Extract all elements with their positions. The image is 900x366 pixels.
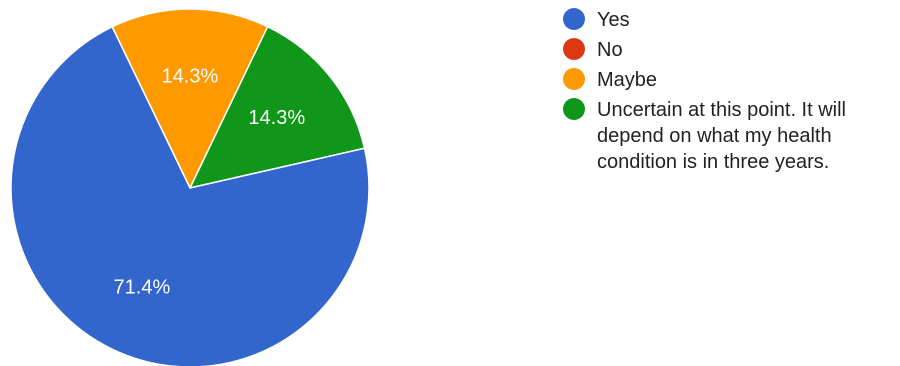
chart-legend: Yes No Maybe Uncertain at this point. It… <box>563 7 893 179</box>
pie-chart: 14.3% 14.3% 71.4% <box>10 8 370 366</box>
legend-item-yes[interactable]: Yes <box>563 7 893 33</box>
legend-swatch-maybe <box>563 68 585 90</box>
pie-slice-yes[interactable] <box>10 25 370 366</box>
legend-swatch-no <box>563 38 585 60</box>
slice-label-maybe: 14.3% <box>162 65 219 87</box>
legend-swatch-yes <box>563 8 585 30</box>
legend-label-maybe: Maybe <box>597 69 658 91</box>
legend-item-maybe[interactable]: Maybe <box>563 67 893 93</box>
slice-label-uncertain: 14.3% <box>248 107 305 129</box>
slice-label-yes: 71.4% <box>114 276 171 298</box>
pie-slice-maybe[interactable] <box>111 8 269 190</box>
legend-item-no[interactable]: No <box>563 37 893 63</box>
legend-item-uncertain[interactable]: Uncertain at this point. It will depend … <box>563 97 893 175</box>
legend-label-yes: Yes <box>597 9 630 31</box>
pie-slice-uncertain[interactable] <box>188 25 366 190</box>
legend-swatch-uncertain <box>563 98 585 120</box>
legend-label-no: No <box>597 39 623 61</box>
legend-label-uncertain: Uncertain at this point. It will depend … <box>597 99 846 173</box>
